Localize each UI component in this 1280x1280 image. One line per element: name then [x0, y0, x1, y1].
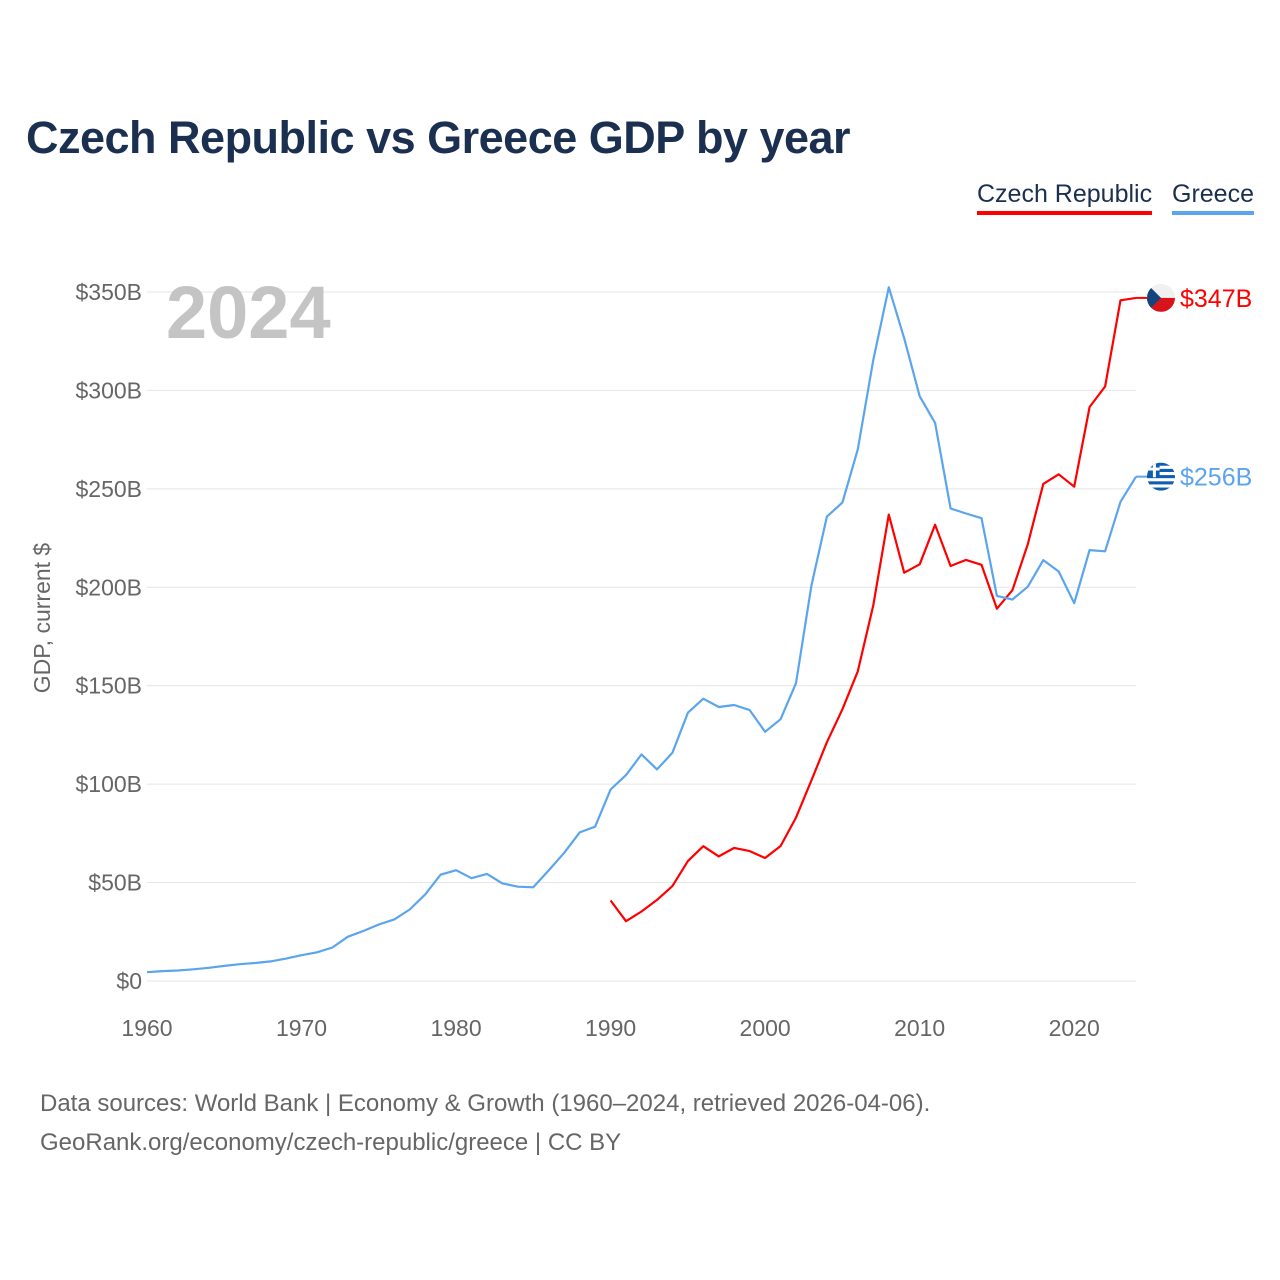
x-tick-label: 2000	[740, 1015, 791, 1041]
y-tick-label: $150B	[75, 673, 142, 699]
y-tick-label: $100B	[75, 771, 142, 797]
flag-stripe	[1147, 462, 1175, 466]
end-value-label: $347B	[1180, 285, 1252, 313]
y-axis-label: GDP, current $	[29, 543, 55, 694]
flag-stripe	[1147, 475, 1175, 479]
legend-greece[interactable]: Greece	[1172, 180, 1254, 215]
flag-cross-v	[1152, 462, 1156, 478]
y-tick-label: $250B	[75, 476, 142, 502]
flag-stripe	[1147, 468, 1175, 473]
source-line-2[interactable]: GeoRank.org/economy/czech-republic/greec…	[40, 1129, 622, 1156]
y-tick-label: $50B	[88, 870, 142, 896]
y-tick-label: $0	[116, 968, 142, 994]
flag-stripe	[1147, 478, 1175, 482]
flag-stripe	[1147, 487, 1175, 491]
x-tick-label: 1990	[585, 1015, 636, 1041]
year-watermark: 2024	[166, 271, 331, 354]
flag-stripe	[1147, 471, 1175, 476]
czech-flag-icon	[1147, 283, 1175, 312]
source-note: Data sources: World Bank | Economy & Gro…	[40, 1084, 930, 1162]
flag-stripe	[1147, 465, 1175, 470]
y-tick-label: $300B	[75, 377, 142, 403]
y-tick-label: $350B	[75, 279, 142, 305]
x-tick-label: 2010	[894, 1015, 945, 1041]
x-tick-label: 2020	[1049, 1015, 1100, 1041]
source-line-1: Data sources: World Bank | Economy & Gro…	[40, 1090, 931, 1117]
x-tick-label: 1980	[430, 1015, 481, 1041]
flag-stripe	[1147, 484, 1175, 488]
flag-body	[1147, 462, 1175, 491]
legend-czech-republic[interactable]: Czech Republic	[977, 180, 1153, 215]
chart-title: Czech Republic vs Greece GDP by year	[26, 112, 851, 163]
flag-stripe	[1147, 481, 1175, 485]
flag-blue	[1147, 283, 1161, 312]
series-line-czech-republic	[609, 296, 1137, 923]
x-tick-label: 1970	[276, 1015, 327, 1041]
series-line-greece	[146, 286, 1137, 974]
flag-body	[1147, 283, 1175, 312]
x-tick-label: 1960	[121, 1015, 172, 1041]
y-tick-label: $200B	[75, 574, 142, 600]
greece-flag-icon	[1147, 462, 1175, 491]
end-value-label: $256B	[1180, 464, 1252, 492]
